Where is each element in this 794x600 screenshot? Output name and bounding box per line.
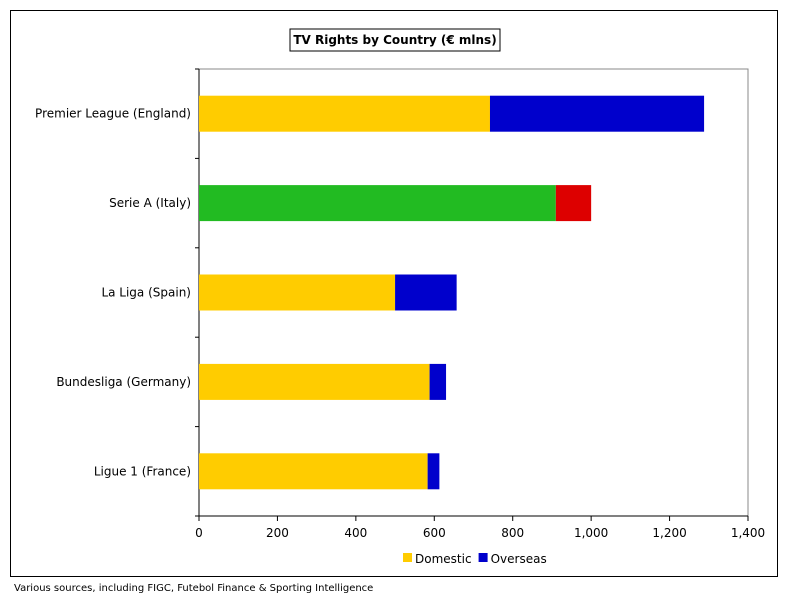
bar-domestic bbox=[199, 95, 490, 132]
x-tick-label: 200 bbox=[266, 526, 289, 540]
x-tick-label: 0 bbox=[195, 526, 203, 540]
x-tick-label: 1,400 bbox=[731, 526, 765, 540]
x-tick-label: 600 bbox=[423, 526, 446, 540]
x-tick-label: 400 bbox=[344, 526, 367, 540]
x-tick-label: 800 bbox=[501, 526, 524, 540]
bar-overseas bbox=[489, 95, 705, 132]
legend-swatch bbox=[478, 553, 488, 562]
chart-title: TV Rights by Country (€ mlns) bbox=[293, 33, 496, 47]
chart-svg: TV Rights by Country (€ mlns) Premier Lea… bbox=[35, 28, 765, 566]
legend-label: Domestic bbox=[415, 552, 472, 566]
bar-domestic bbox=[199, 274, 396, 311]
bar-domestic bbox=[199, 185, 556, 222]
bar-domestic bbox=[199, 363, 430, 400]
source-note: Various sources, including FIGC, Futebol… bbox=[14, 583, 374, 594]
chart-frame: TV Rights by Country (€ mlns) Premier Lea… bbox=[10, 10, 778, 577]
category-label: Bundesliga (Germany) bbox=[56, 375, 191, 389]
legend-swatch bbox=[403, 553, 412, 562]
x-tick-label: 1,200 bbox=[652, 526, 686, 540]
category-label: Ligue 1 (France) bbox=[94, 464, 191, 478]
bar-overseas bbox=[429, 363, 447, 400]
legend-label: Overseas bbox=[491, 552, 547, 566]
category-label: Serie A (Italy) bbox=[109, 196, 191, 210]
bar-overseas bbox=[427, 453, 440, 490]
chart-title-box bbox=[289, 28, 501, 52]
x-tick-label: 1,000 bbox=[574, 526, 608, 540]
category-label: La Liga (Spain) bbox=[101, 286, 191, 300]
bar-domestic bbox=[199, 453, 428, 490]
bar-overseas bbox=[395, 274, 457, 311]
bar-overseas bbox=[555, 185, 592, 222]
category-label: Premier League (England) bbox=[35, 107, 191, 121]
